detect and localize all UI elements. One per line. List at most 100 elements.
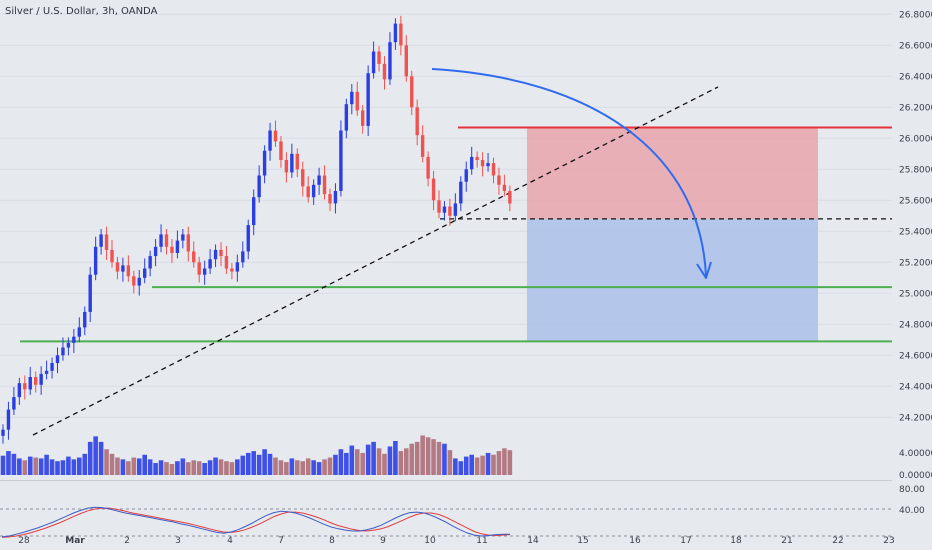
- candle-body[interactable]: [328, 194, 332, 204]
- candle-body[interactable]: [230, 268, 234, 272]
- candle-body[interactable]: [104, 234, 109, 250]
- candle-body[interactable]: [23, 383, 27, 390]
- candle-body[interactable]: [170, 246, 174, 253]
- candle-body[interactable]: [333, 191, 338, 204]
- candle-body[interactable]: [257, 175, 261, 198]
- candle-body[interactable]: [322, 175, 327, 195]
- candle-body[interactable]: [470, 156, 474, 170]
- candle-body[interactable]: [153, 246, 158, 257]
- candle-body[interactable]: [28, 377, 32, 390]
- candle-body[interactable]: [72, 336, 76, 343]
- candle-body[interactable]: [181, 234, 185, 241]
- candle-body[interactable]: [88, 274, 92, 312]
- time-tick-label: 22: [832, 536, 843, 546]
- candle-body[interactable]: [213, 249, 218, 260]
- candle-body[interactable]: [143, 268, 147, 278]
- candle-body[interactable]: [448, 206, 452, 216]
- candle-body[interactable]: [175, 240, 180, 253]
- candle-body[interactable]: [273, 130, 278, 142]
- candle-body[interactable]: [453, 203, 458, 216]
- candle-body[interactable]: [475, 156, 479, 160]
- candle-body[interactable]: [295, 153, 299, 170]
- price-axis[interactable]: 26.80000 26.60000 26.40000 26.20000 26.00000…: [899, 10, 932, 516]
- candle-body[interactable]: [415, 107, 419, 136]
- price-tick-label: 26.20000: [899, 103, 932, 113]
- candle-body[interactable]: [399, 23, 403, 46]
- candle-body[interactable]: [317, 175, 321, 185]
- candle-body[interactable]: [224, 256, 229, 269]
- candle-body[interactable]: [301, 169, 305, 187]
- candle-body[interactable]: [61, 347, 65, 356]
- candle-body[interactable]: [83, 311, 87, 328]
- candle-body[interactable]: [121, 265, 125, 272]
- candle-body[interactable]: [99, 234, 103, 247]
- candle-body[interactable]: [508, 191, 512, 204]
- candle-body[interactable]: [110, 249, 114, 263]
- candle-body[interactable]: [480, 160, 485, 167]
- candle-body[interactable]: [437, 200, 441, 213]
- candle-body[interactable]: [464, 169, 468, 182]
- candle-body[interactable]: [279, 141, 283, 160]
- candle-body[interactable]: [268, 130, 272, 151]
- candle-body[interactable]: [132, 276, 136, 286]
- candle-body[interactable]: [246, 225, 250, 252]
- candle-body[interactable]: [404, 45, 408, 77]
- candle-body[interactable]: [12, 397, 16, 410]
- candle-body[interactable]: [17, 383, 22, 398]
- candle-body[interactable]: [361, 110, 365, 126]
- candle-body[interactable]: [126, 265, 131, 277]
- candle-body[interactable]: [93, 246, 98, 275]
- candle-body[interactable]: [235, 262, 240, 272]
- candle-body[interactable]: [486, 163, 490, 167]
- candle-body[interactable]: [241, 251, 245, 263]
- candles[interactable]: [1, 15, 512, 444]
- candle-body[interactable]: [410, 76, 414, 108]
- candle-body[interactable]: [148, 256, 152, 269]
- candle-body[interactable]: [377, 51, 381, 64]
- candle-body[interactable]: [262, 150, 267, 176]
- candle-body[interactable]: [44, 370, 49, 374]
- candle-body[interactable]: [502, 184, 507, 191]
- candle-body[interactable]: [311, 184, 316, 198]
- candle-body[interactable]: [497, 175, 501, 185]
- candle-body[interactable]: [355, 91, 359, 111]
- candle-body[interactable]: [382, 63, 387, 80]
- time-axis[interactable]: 28 Mar 2 3 4 7 8 9 10 11 14 15 16 17 18 21 22 23: [18, 536, 894, 546]
- candle-body[interactable]: [50, 363, 54, 371]
- candle-body[interactable]: [208, 259, 212, 269]
- candle-body[interactable]: [197, 262, 201, 275]
- candle-body[interactable]: [39, 373, 43, 385]
- candle-body[interactable]: [55, 355, 60, 364]
- candle-body[interactable]: [66, 342, 71, 348]
- candle-body[interactable]: [186, 234, 190, 252]
- candle-body[interactable]: [202, 268, 207, 275]
- candle-body[interactable]: [431, 178, 436, 201]
- candle-body[interactable]: [6, 409, 11, 430]
- candle-body[interactable]: [366, 73, 370, 126]
- candle-body[interactable]: [290, 153, 294, 173]
- candle-body[interactable]: [34, 377, 38, 385]
- candle-body[interactable]: [388, 42, 392, 80]
- candle-body[interactable]: [137, 277, 141, 286]
- candle-body[interactable]: [164, 234, 169, 247]
- candle-body[interactable]: [284, 160, 289, 173]
- candle-body[interactable]: [420, 135, 425, 157]
- candle-body[interactable]: [306, 186, 310, 198]
- candle-body[interactable]: [393, 23, 398, 43]
- candle-body[interactable]: [192, 251, 196, 263]
- candle-body[interactable]: [350, 91, 354, 105]
- candle-body[interactable]: [77, 327, 81, 337]
- candle-body[interactable]: [115, 262, 120, 272]
- candle-body[interactable]: [252, 197, 256, 226]
- candle-body[interactable]: [339, 130, 343, 191]
- candle-body[interactable]: [371, 51, 376, 74]
- candle-body[interactable]: [426, 156, 430, 179]
- candle-body[interactable]: [159, 234, 163, 247]
- candle-body[interactable]: [219, 249, 223, 257]
- candle-body[interactable]: [344, 104, 349, 131]
- candle-body[interactable]: [442, 206, 447, 213]
- candle-body[interactable]: [491, 163, 496, 176]
- candle-body[interactable]: [459, 181, 463, 204]
- candle-body[interactable]: [1, 429, 5, 436]
